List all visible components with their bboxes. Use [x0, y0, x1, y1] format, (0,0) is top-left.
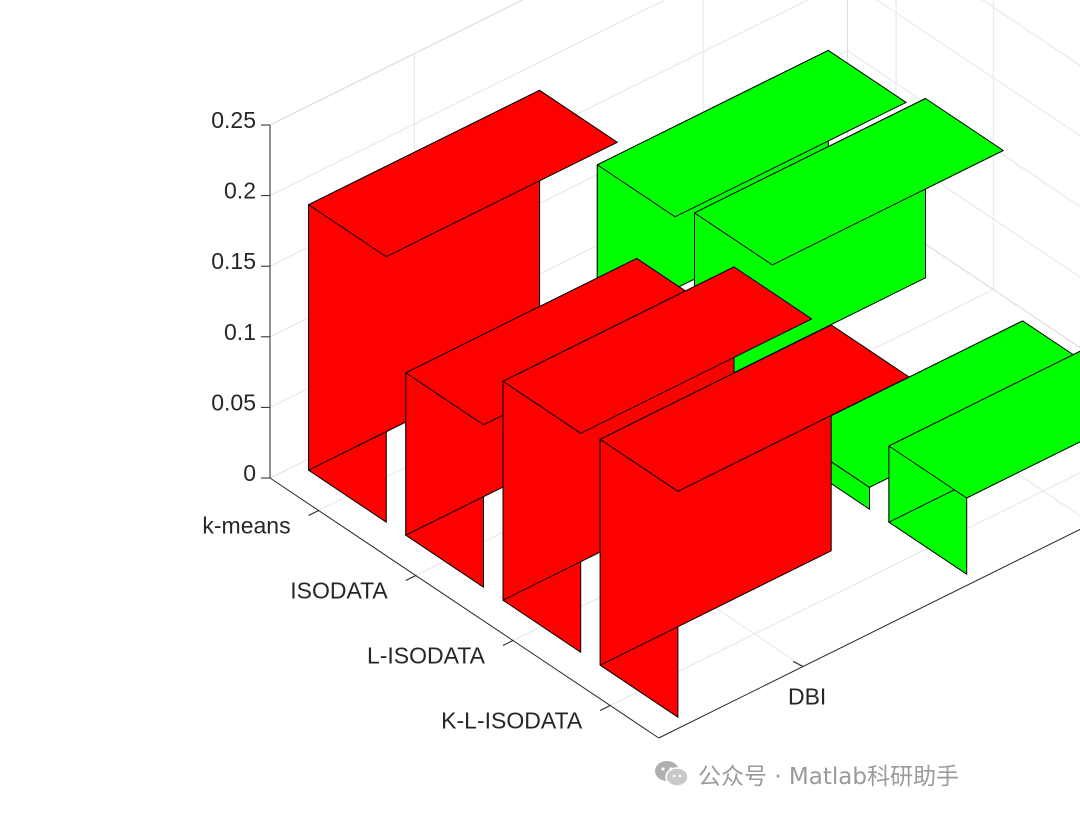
bar-DI-K-L-ISODATA	[888, 350, 1080, 575]
x-tick-label: ISODATA	[290, 578, 388, 604]
x-tick-label: k-means	[202, 513, 290, 539]
floor-x-gridline	[609, 472, 1080, 706]
bar-top-face	[694, 98, 1004, 266]
bar-top-face	[502, 266, 813, 434]
bar-top-face	[791, 320, 1080, 488]
watermark-text: 公众号 · Matlab科研助手	[698, 764, 959, 790]
back-wall-z-gridline	[848, 0, 1080, 99]
z-tick-label: 0.2	[224, 178, 256, 204]
z-tick-label: 0.15	[211, 248, 256, 274]
back-wall-z-gridline	[876, 0, 1080, 137]
box-top-left-edge	[269, 0, 524, 126]
z-tick-label: 0	[243, 460, 256, 486]
bar-top-face	[888, 350, 1080, 499]
z-tick-label: 0.25	[211, 107, 256, 133]
label-layer: 0 0.05 0.1 0.15 0.2 0.25 k-means ISODATA L-ISODA…	[202, 107, 826, 734]
back-wall-z-gridline	[981, 0, 1080, 66]
bar-layer	[308, 49, 1080, 718]
y-tick	[792, 661, 804, 667]
bar-top-face	[308, 89, 618, 258]
z-tick-label: 0.1	[224, 319, 256, 345]
x-tick	[405, 575, 417, 581]
z-tick-label: 0.05	[211, 389, 256, 415]
y-axis-line	[658, 528, 1080, 739]
wechat-icon	[654, 759, 690, 789]
box-top-back-edge	[848, 0, 1080, 99]
x-tick-label: L-ISODATA	[367, 643, 486, 669]
left-wall-z-gridline	[269, 0, 667, 197]
y-tick-label: DBI	[788, 684, 826, 710]
watermark: 公众号 · Matlab科研助手	[654, 756, 959, 792]
bar-top-face	[599, 324, 910, 492]
axis-layer	[261, 124, 1080, 739]
x-axis-line	[269, 477, 660, 739]
x-tick	[599, 705, 611, 711]
back-wall-z-gridline	[847, 50, 1080, 207]
x-tick	[502, 640, 514, 646]
x-tick	[308, 510, 319, 516]
bar-DBI-K-L-ISODATA	[599, 324, 910, 718]
x-tick-label: K-L-ISODATA	[441, 708, 583, 734]
bar-top-face	[596, 49, 907, 218]
